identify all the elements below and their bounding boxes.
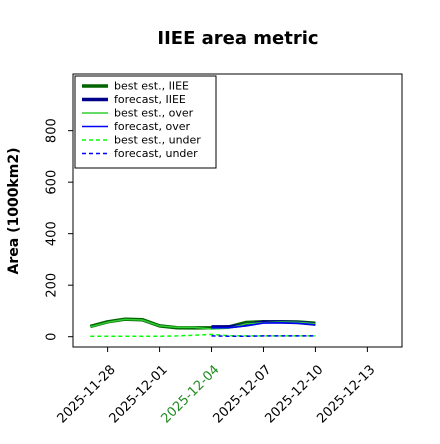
legend-label: best est., IIEE xyxy=(114,80,189,93)
legend-label: best est., over xyxy=(114,107,194,120)
legend-label: forecast, under xyxy=(114,147,198,160)
y-tick-label: 0 xyxy=(45,333,60,341)
legend-label: forecast, over xyxy=(114,120,190,133)
y-tick-label: 200 xyxy=(45,273,60,298)
legend-label: best est., under xyxy=(114,134,201,147)
y-tick-label: 800 xyxy=(45,118,60,143)
y-axis: 0 200 400 600 800 xyxy=(45,118,74,341)
y-tick-label: 600 xyxy=(45,170,60,195)
x-axis: 2025-11-282025-12-012025-12-042025-12-07… xyxy=(55,347,379,426)
chart-title: IIEE area metric xyxy=(157,28,318,49)
y-tick-label: 400 xyxy=(45,221,60,246)
y-axis-label: Area (1000km2) xyxy=(6,148,22,275)
legend-label: forecast, IIEE xyxy=(114,93,186,106)
